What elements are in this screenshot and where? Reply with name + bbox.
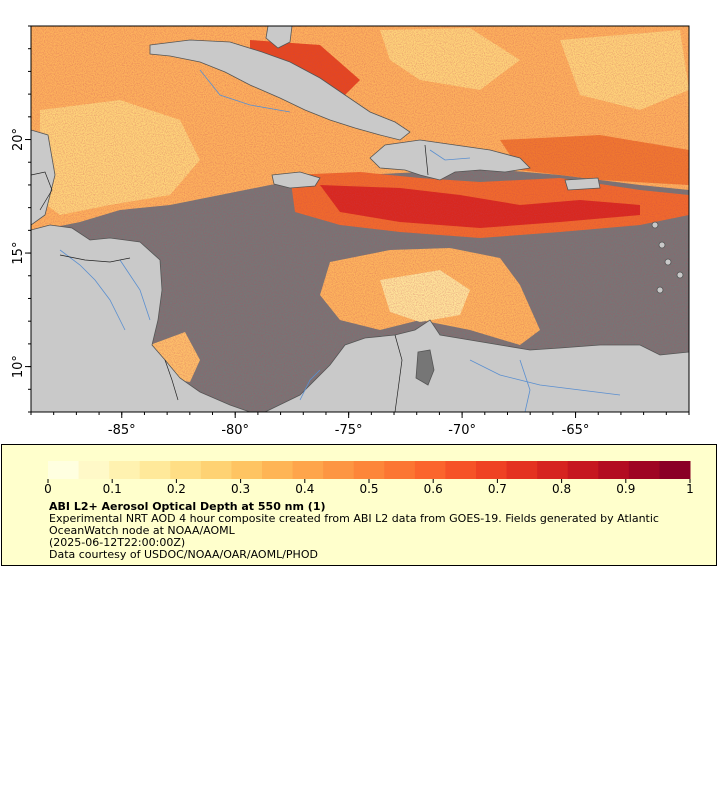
land-yucatan <box>31 129 56 226</box>
colorbar-cell <box>628 461 660 479</box>
colorbar-cell <box>353 461 385 479</box>
rivers <box>59 69 621 412</box>
colorbar-tick-label: 1 <box>686 482 694 496</box>
land-island <box>656 286 664 294</box>
colorbar-tick-label: 0.1 <box>103 482 122 496</box>
land-south-america <box>264 319 689 412</box>
colorbar-cell <box>262 461 294 479</box>
land-central-america <box>31 224 251 412</box>
colorbar-tick-label: 0.6 <box>424 482 443 496</box>
colorbar-cell <box>200 461 232 479</box>
lat-axis: 20° 15° 10° <box>11 25 31 413</box>
colorbar-tick-label: 0.5 <box>359 482 378 496</box>
land-puerto-rico <box>564 177 601 191</box>
borders <box>31 144 429 412</box>
land-island <box>676 271 684 279</box>
legend-description: Experimental NRT AOD 4 hour composite cr… <box>49 512 659 537</box>
legend-credit: Data courtesy of USDOC/NOAA/OAR/AOML/PHO… <box>49 548 318 561</box>
aod-map: -85° -80° -75° -70° -65° 20° 15° 10° <box>11 25 690 438</box>
colorbar-cell <box>567 461 599 479</box>
legend-panel: 0 0.1 0.2 0.3 0.4 0.5 0.6 0.7 0.8 0.9 1 ABI L2+ Ae… <box>1 444 717 566</box>
lon-axis: -85° -80° -75° -70° -65° <box>30 412 690 438</box>
lon-tick-label: -75° <box>335 423 363 438</box>
map-panel: -85° -80° -75° -70° -65° 20° 15° 10° <box>11 25 690 438</box>
lon-tick-label: -80° <box>221 423 249 438</box>
colorbar-tick-label: 0.7 <box>488 482 507 496</box>
colorbar-cell <box>384 461 416 479</box>
colorbar-tick-label: 0.3 <box>231 482 250 496</box>
colorbar-tick-label: 0.2 <box>167 482 186 496</box>
lat-tick-label: 15° <box>11 242 26 265</box>
colorbar: 0 0.1 0.2 0.3 0.4 0.5 0.6 0.7 0.8 0.9 1 <box>44 461 694 496</box>
lat-tick-label: 10° <box>11 355 26 378</box>
land-island <box>651 221 659 229</box>
colorbar-labels: 0 0.1 0.2 0.3 0.4 0.5 0.6 0.7 0.8 0.9 1 <box>44 479 694 496</box>
colorbar-tick-label: 0.8 <box>552 482 571 496</box>
colorbar-cell <box>139 461 171 479</box>
lon-tick-label: -85° <box>108 423 136 438</box>
land <box>31 26 689 412</box>
legend-text: ABI L2+ Aerosol Optical Depth at 550 nm … <box>49 501 699 561</box>
colorbar-cells <box>48 461 691 479</box>
colorbar-cell <box>170 461 202 479</box>
colorbar-tick-label: 0.4 <box>295 482 314 496</box>
colorbar-cell <box>414 461 446 479</box>
colorbar-cell <box>476 461 508 479</box>
colorbar-tick-label: 0 <box>44 482 52 496</box>
colorbar-cell <box>78 461 110 479</box>
colorbar-cell <box>659 461 691 479</box>
lon-tick-label: -70° <box>448 423 476 438</box>
colorbar-cell <box>598 461 630 479</box>
colorbar-cell <box>231 461 263 479</box>
colorbar-cell <box>48 461 80 479</box>
land-island <box>658 241 666 249</box>
map-frame <box>30 25 690 413</box>
lat-tick-label: 20° <box>11 128 26 151</box>
land-island <box>664 258 672 266</box>
colorbar-cell <box>109 461 141 479</box>
lake-maracaibo <box>415 349 435 386</box>
colorbar-cell <box>537 461 569 479</box>
legend-time: (2025-06-12T22:00:00Z) <box>49 536 186 549</box>
colorbar-cell <box>445 461 477 479</box>
land-jamaica <box>271 171 321 189</box>
colorbar-tick-label: 0.9 <box>616 482 635 496</box>
land-cuba <box>149 39 411 141</box>
colorbar-cell <box>292 461 324 479</box>
lon-tick-label: -65° <box>562 423 590 438</box>
colorbar-cell <box>506 461 538 479</box>
colorbar-cell <box>323 461 355 479</box>
legend-title: ABI L2+ Aerosol Optical Depth at 550 nm … <box>49 500 326 513</box>
land-florida <box>265 26 293 49</box>
